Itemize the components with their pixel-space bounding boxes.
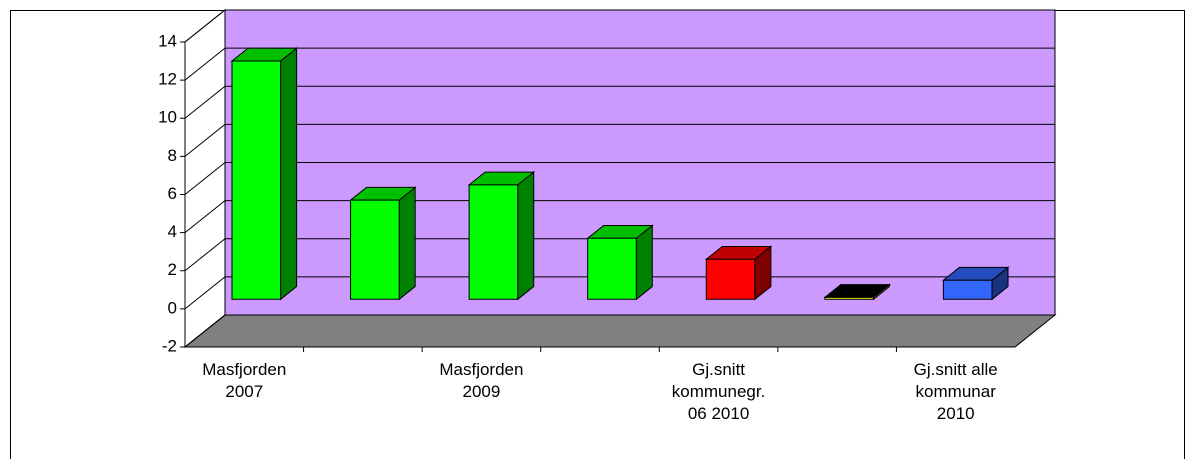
bar — [942, 279, 993, 300]
y-tick-label: 0 — [168, 298, 177, 317]
bar — [350, 199, 400, 300]
grid-line — [184, 123, 226, 157]
x-tick-label: Masfjorden 2009 — [439, 360, 524, 401]
x-tick-label: Gj.snitt alle kommunar 2010 — [913, 360, 998, 423]
grid-line — [184, 276, 226, 310]
grid-line — [184, 85, 226, 119]
x-tick-label: Masfjorden 2007 — [202, 360, 287, 401]
grid-line — [184, 238, 226, 272]
bar-side — [398, 186, 416, 301]
bar — [468, 184, 519, 300]
y-tick-label: 6 — [168, 184, 177, 203]
grid-line — [184, 9, 226, 43]
y-tick-label: 2 — [168, 260, 177, 279]
bar — [705, 258, 756, 300]
grid-line — [184, 314, 226, 348]
floor — [183, 314, 1057, 348]
y-tick-label: 14 — [158, 31, 177, 50]
y-tick-label: 8 — [168, 146, 177, 165]
grid-line — [184, 162, 226, 195]
x-tick-label: Gj.snitt kommunegr. 06 2010 — [671, 360, 766, 423]
bar-side — [517, 171, 535, 301]
grid-line — [184, 47, 226, 81]
bar — [231, 60, 282, 300]
y-tick-label: 4 — [168, 222, 177, 241]
y-tick-label: -2 — [162, 336, 177, 355]
grid-line — [184, 200, 226, 234]
y-tick-label: 10 — [158, 108, 177, 127]
bar-side — [280, 47, 298, 301]
bar — [824, 296, 874, 300]
bar — [587, 237, 637, 300]
y-tick-label: 12 — [158, 70, 177, 89]
